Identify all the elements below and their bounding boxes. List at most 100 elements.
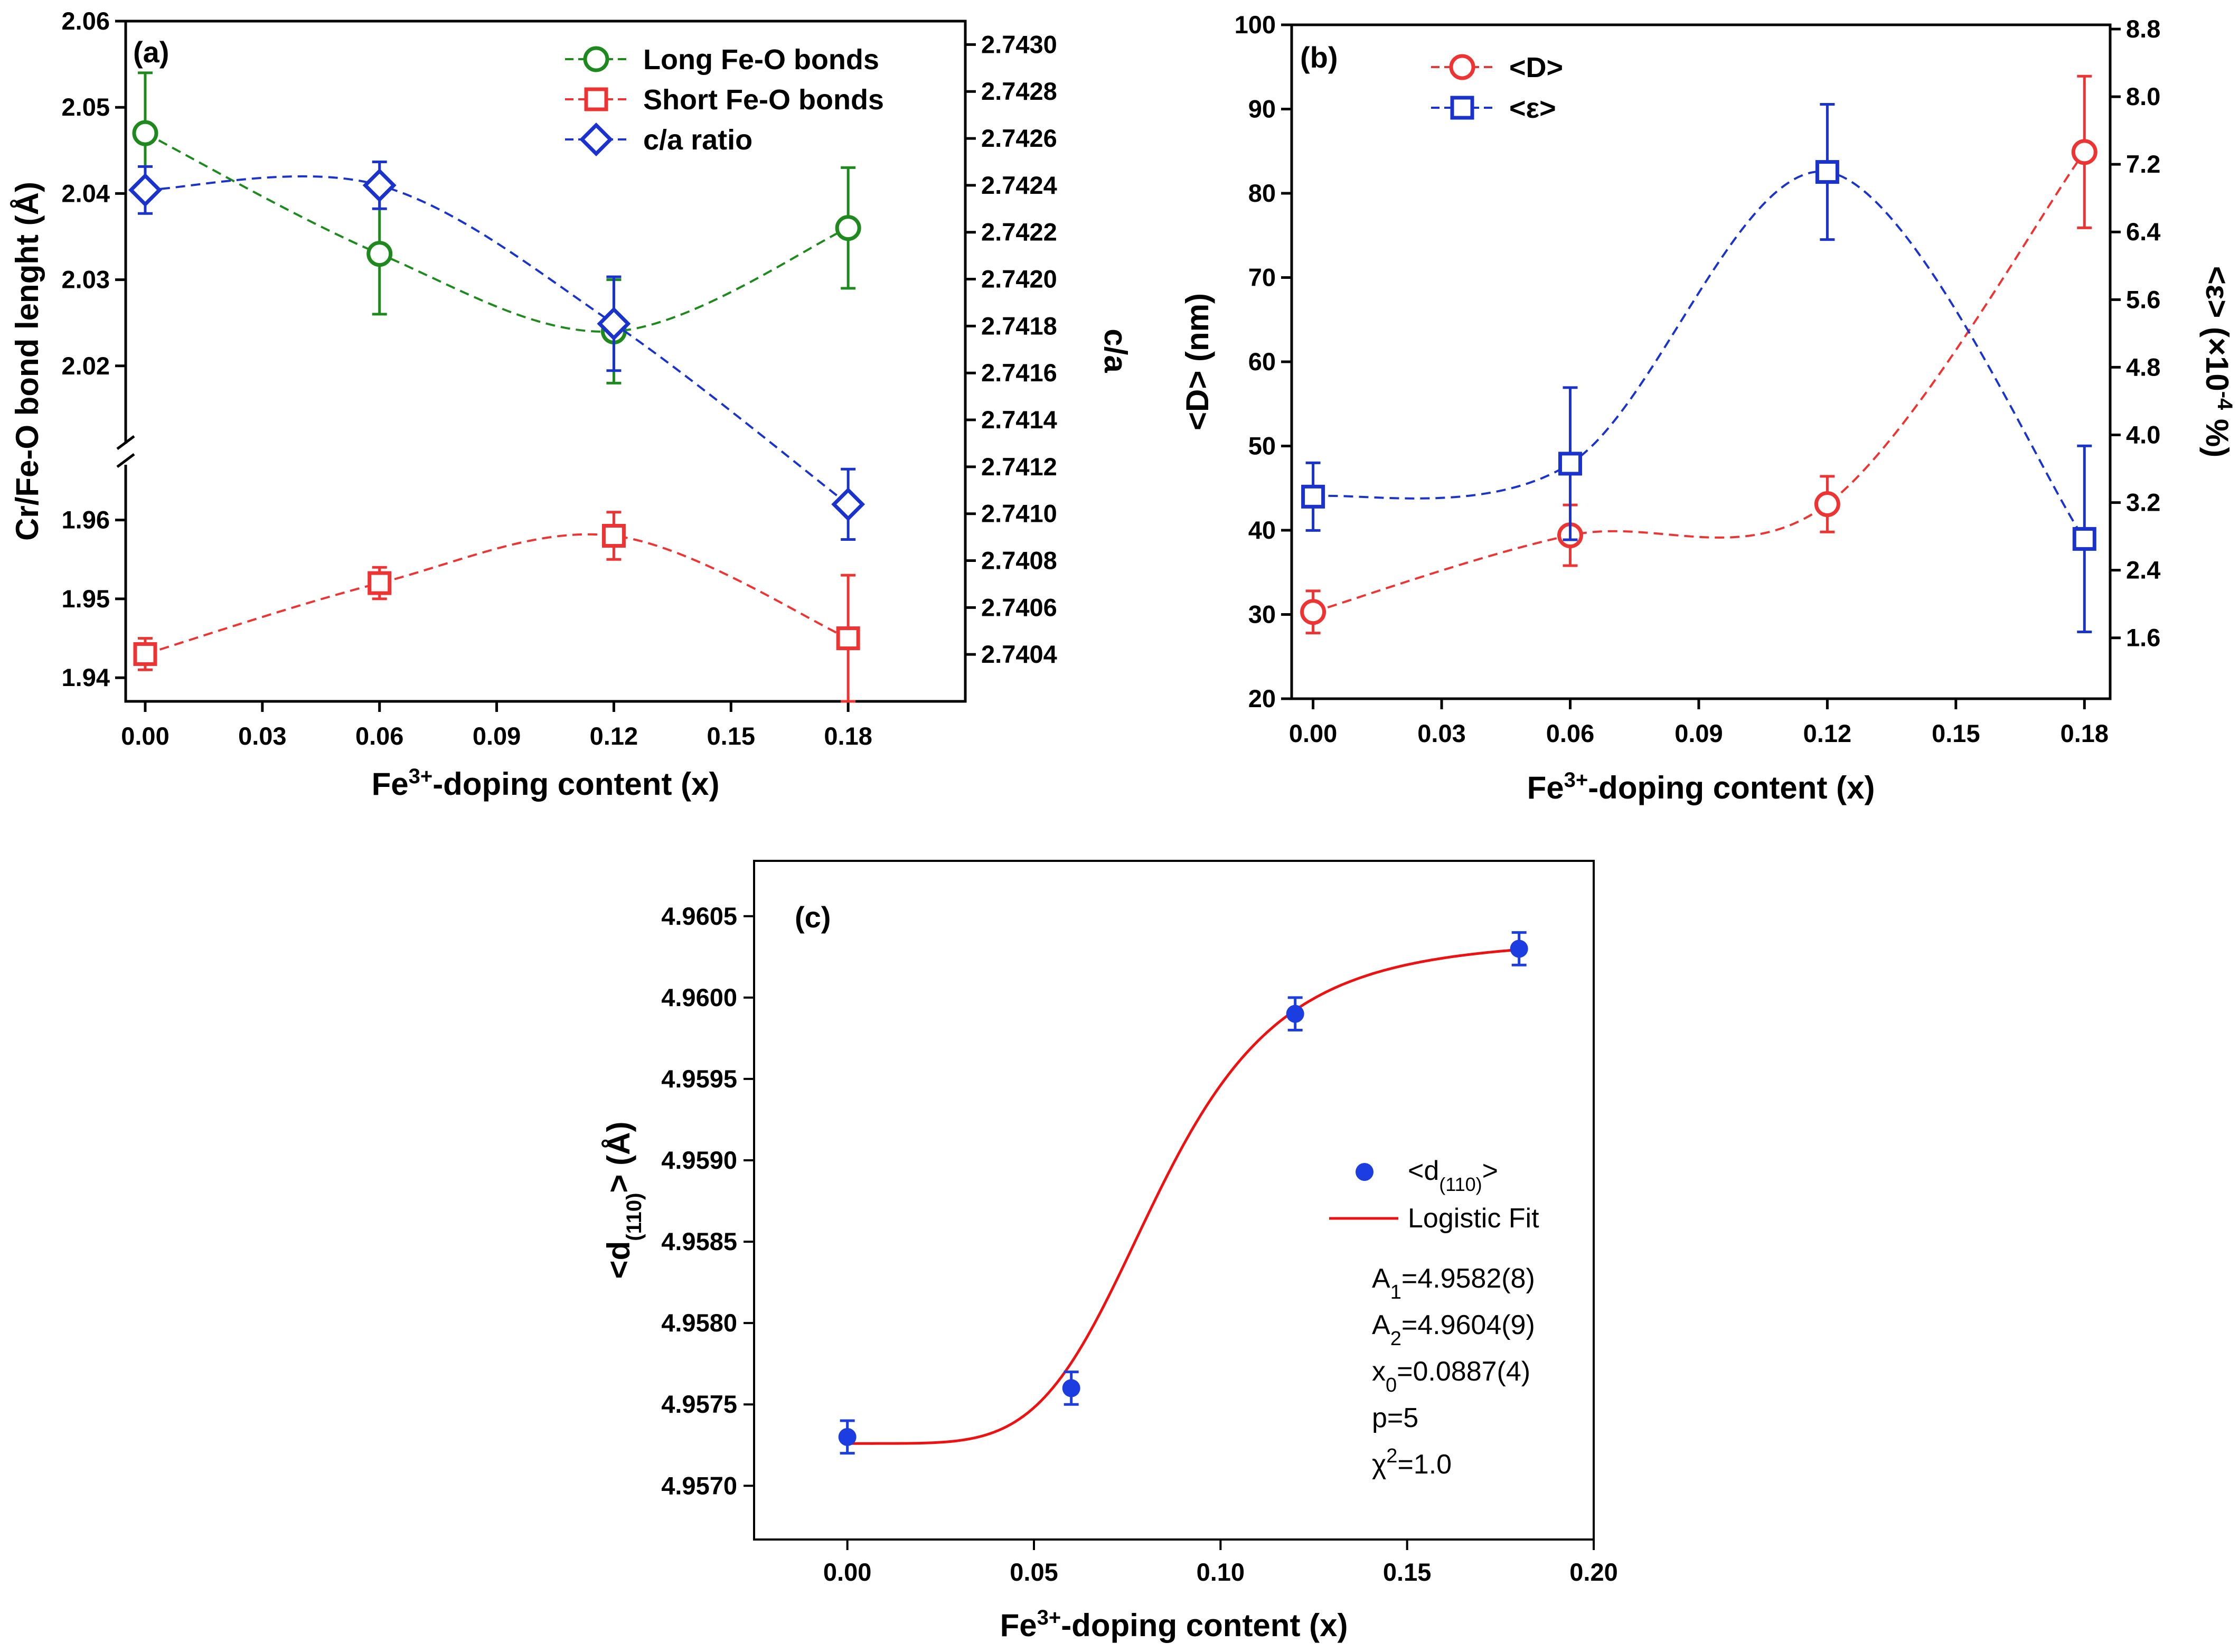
x-tick-label: 0.03 [238,722,286,750]
y2-tick-label: 2.7416 [981,359,1057,387]
axis-break-mark [116,453,135,468]
plot-frame [124,20,967,703]
x-tick-label: 0.09 [1674,719,1723,747]
y-tick-label: 60 [1248,348,1276,376]
plot-frame [753,860,1595,1541]
panel-c: 0.00 0.05 0.10 0.15 0.20 4.9570 4.9575 4.9580 4.… [601,860,1618,1643]
legend-label: Logistic Fit [1408,1203,1539,1234]
series-0 [132,71,861,384]
y-tick-label: 90 [1248,95,1276,123]
x-tick-label: 0.18 [824,722,872,750]
y2-tick-label: 2.7426 [981,124,1057,152]
y2-tick-label: 2.7410 [981,500,1057,528]
series-1 [133,511,860,703]
data-point [835,215,861,241]
data-point [132,120,158,146]
y-tick-label: 2.04 [62,179,110,207]
y-tick-label: 30 [1248,600,1276,628]
x-tick-label: 0.18 [2061,719,2109,747]
y-tick-label: 4.9575 [661,1390,737,1418]
param-base: A [1372,1310,1390,1340]
y2-tick-label: 3.2 [2126,489,2160,517]
x-label-base: Fe [1000,1608,1037,1643]
y2-label-rest: %) [2199,410,2235,457]
y2-axis-label: <ε> (×10-4 %) [2199,266,2236,458]
data-point [1558,452,1582,476]
param-base: χ [1372,1449,1386,1480]
fit-parameter: A2=4.9604(9) [1372,1310,1535,1350]
y2-tick-label: 2.7408 [981,547,1057,575]
fit-parameter: x0=0.0887(4) [1372,1356,1530,1396]
panel-label: (a) [133,35,169,69]
data-point [362,168,397,202]
x-label-sup: 3+ [1564,768,1588,792]
data-point [601,524,626,548]
data-point [831,487,866,521]
y-tick-label: 20 [1248,684,1276,712]
legend-rest: > [1482,1156,1498,1186]
panel-label: (b) [1300,41,1338,74]
axis-break [116,435,135,468]
y-tick-label: 2.06 [62,7,110,35]
y-tick-label: 4.9580 [661,1309,737,1337]
y2-tick-label: 2.7404 [981,640,1057,668]
x-tick-label: 0.06 [355,722,403,750]
data-point [133,642,157,666]
x-tick-label: 0.03 [1417,719,1465,747]
x-label-sup: 3+ [1037,1606,1061,1629]
x-axis-label: Fe3+-doping content (x) [1000,1606,1348,1643]
x-label-base: Fe [372,766,409,802]
legend-label: Long Fe-O bonds [643,44,879,76]
x-tick-label: 0.15 [1383,1558,1431,1586]
series-line [145,175,849,505]
series-line [1313,170,2085,540]
param-base: p=5 [1372,1403,1418,1433]
x-label-rest: -doping content (x) [1061,1608,1348,1643]
series-line [145,533,849,655]
legend: <D> <ε> [1431,52,1563,124]
y2-tick-label: 1.6 [2126,624,2160,652]
x-tick-label: 0.00 [1289,719,1337,747]
x-axis-label: Fe3+-doping content (x) [372,765,720,802]
x-tick-label: 0.09 [473,722,521,750]
y-label-base: <d [601,1241,636,1279]
legend-marker [1449,54,1475,80]
panel-label: (c) [795,900,831,934]
y-tick-label: 100 [1235,11,1276,39]
y2-tick-label: 2.7422 [981,218,1057,246]
param-rest: =4.9582(8) [1401,1263,1535,1294]
x-axis-label: Fe3+-doping content (x) [1527,768,1875,805]
y-tick-label: 1.95 [62,585,110,613]
x-tick-label: 0.00 [121,722,169,750]
x-tick-label: 0.05 [1010,1558,1058,1586]
y2-label-sup: -4 [2213,391,2236,410]
x-label-sup: 3+ [409,765,433,788]
x-tick-label: 0.10 [1197,1558,1245,1586]
param-sup: 2 [1386,1445,1397,1467]
data-point [128,173,162,207]
fit-parameter: χ2=1.0 [1372,1445,1452,1480]
fit-parameter: p=5 [1372,1403,1418,1433]
data-point [1286,1005,1304,1023]
legend-label: <d(110)> [1408,1156,1498,1195]
legend-marker [1450,96,1474,120]
y-tick-label: 2.02 [62,352,110,380]
data-point [597,306,631,341]
data-point [2072,527,2096,551]
series-line [1313,151,2085,613]
y2-tick-label: 2.7414 [981,406,1057,434]
y2-tick-label: 2.7420 [981,265,1057,293]
legend: <d(110)> Logistic Fit [1329,1156,1539,1234]
legend-marker [579,123,613,156]
y2-tick-label: 2.7424 [981,171,1057,199]
y-axis-label: Cr/Fe-O bond lenght (Å) [10,182,45,541]
y2-tick-label: 8.8 [2126,15,2160,43]
y2-tick-label: 2.7428 [981,77,1057,105]
y-tick-label: 4.9595 [661,1065,737,1093]
y2-label-base: <ε> (×10 [2199,266,2235,391]
legend: Long Fe-O bonds Short Fe-O bonds c/a ratio [565,44,884,156]
legend-marker [1356,1163,1373,1181]
y-tick-label: 4.9590 [661,1146,737,1174]
x-tick-label: 0.12 [1803,719,1851,747]
y2-tick-label: 2.7406 [981,593,1057,621]
